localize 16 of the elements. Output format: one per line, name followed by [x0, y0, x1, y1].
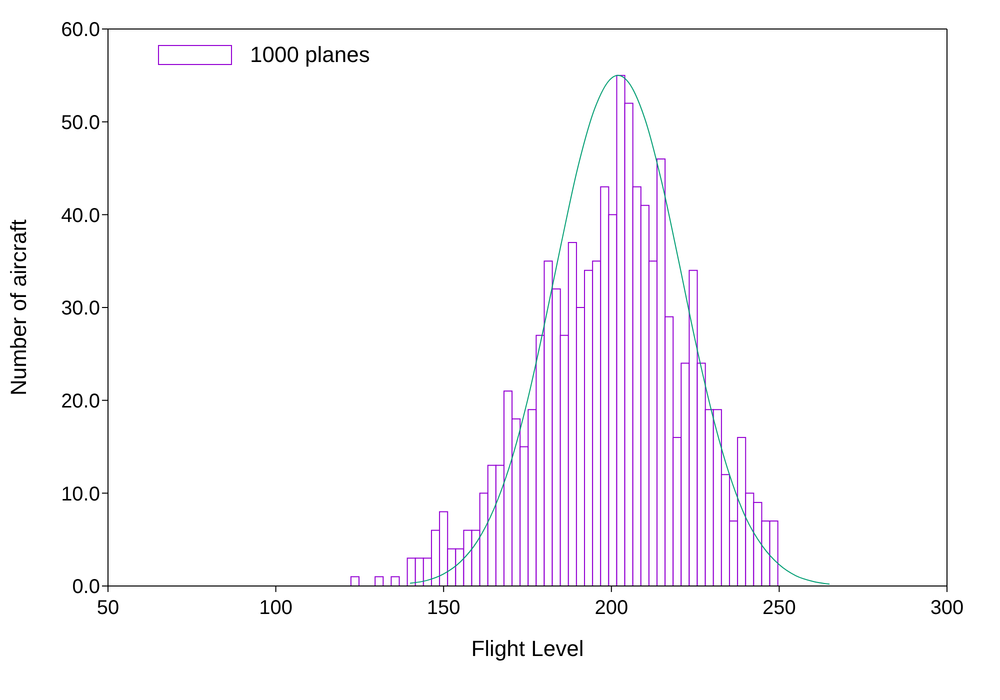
y-tick-label: 20.0: [61, 390, 100, 412]
y-tick-label: 30.0: [61, 298, 100, 320]
y-tick-label: 0.0: [72, 576, 100, 598]
x-axis-title: Flight Level: [471, 636, 584, 661]
x-tick-label: 250: [762, 597, 796, 620]
y-tick-label: 50.0: [61, 112, 100, 134]
y-tick-label: 60.0: [61, 19, 100, 42]
y-tick-label: 10.0: [61, 483, 100, 506]
x-tick-label: 100: [259, 597, 292, 620]
x-tick-label: 300: [930, 597, 964, 620]
x-tick-label: 150: [426, 597, 460, 620]
y-tick-label: 40.0: [61, 204, 100, 227]
legend-label: 1000 planes: [250, 42, 370, 68]
x-tick-label: 200: [594, 597, 628, 620]
x-tick-label: 50: [96, 597, 120, 620]
y-axis-title: Number of aircraft: [6, 219, 31, 396]
